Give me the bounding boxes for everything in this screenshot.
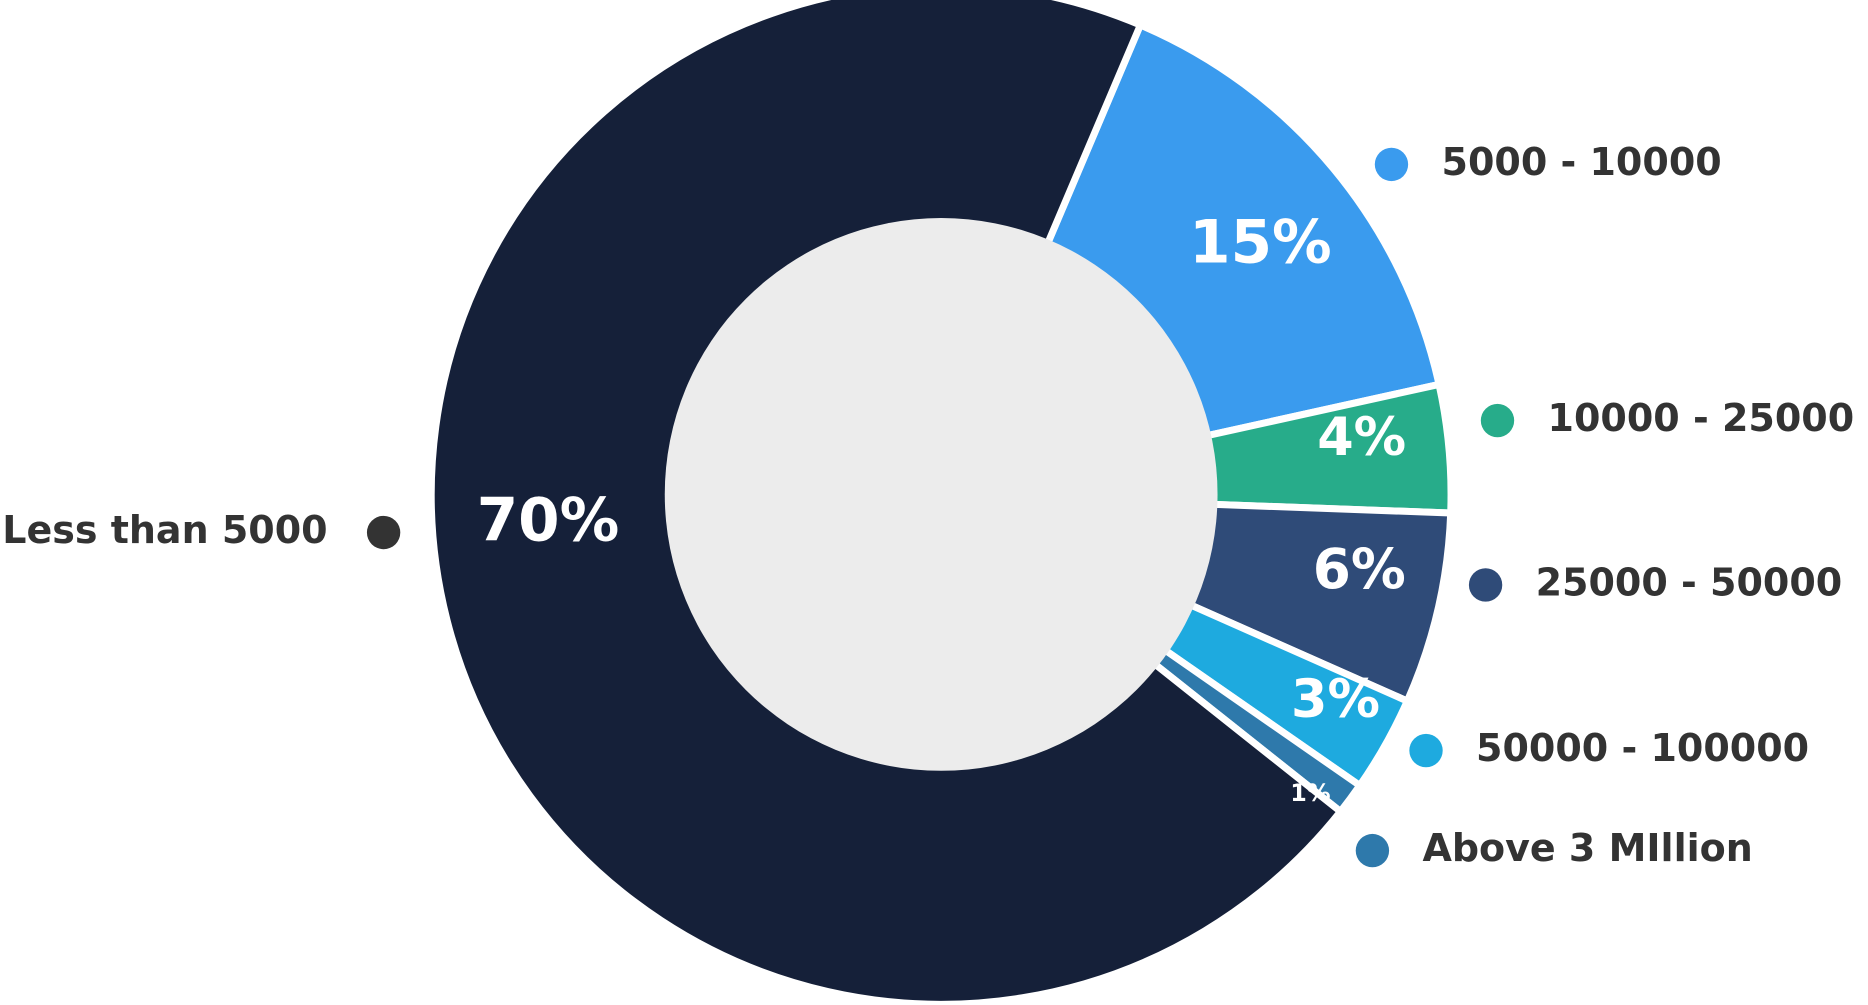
legend-label: 5000 - 10000 — [1442, 140, 1722, 184]
donut-hole — [664, 218, 1218, 771]
legend-label: 10000 - 25000 — [1548, 396, 1855, 440]
value-label: 1% — [1290, 779, 1331, 807]
legend-label: Above 3 MIllion — [1422, 826, 1752, 870]
legend-label: 50000 - 100000 — [1476, 726, 1809, 770]
legend-marker — [1480, 403, 1515, 438]
value-label: 6% — [1313, 537, 1406, 601]
value-label: 4% — [1317, 407, 1406, 468]
value-label: 3% — [1291, 669, 1380, 730]
legend-marker — [1468, 568, 1503, 602]
legend-marker — [1355, 833, 1390, 868]
legend-marker — [366, 515, 401, 550]
legend-marker — [1374, 147, 1409, 182]
value-label: 70% — [477, 486, 620, 555]
legend-label: Less than 5000 — [2, 508, 327, 552]
legend-label: 25000 - 50000 — [1536, 560, 1843, 604]
value-label: 15% — [1189, 209, 1332, 278]
legend-marker — [1409, 733, 1443, 768]
